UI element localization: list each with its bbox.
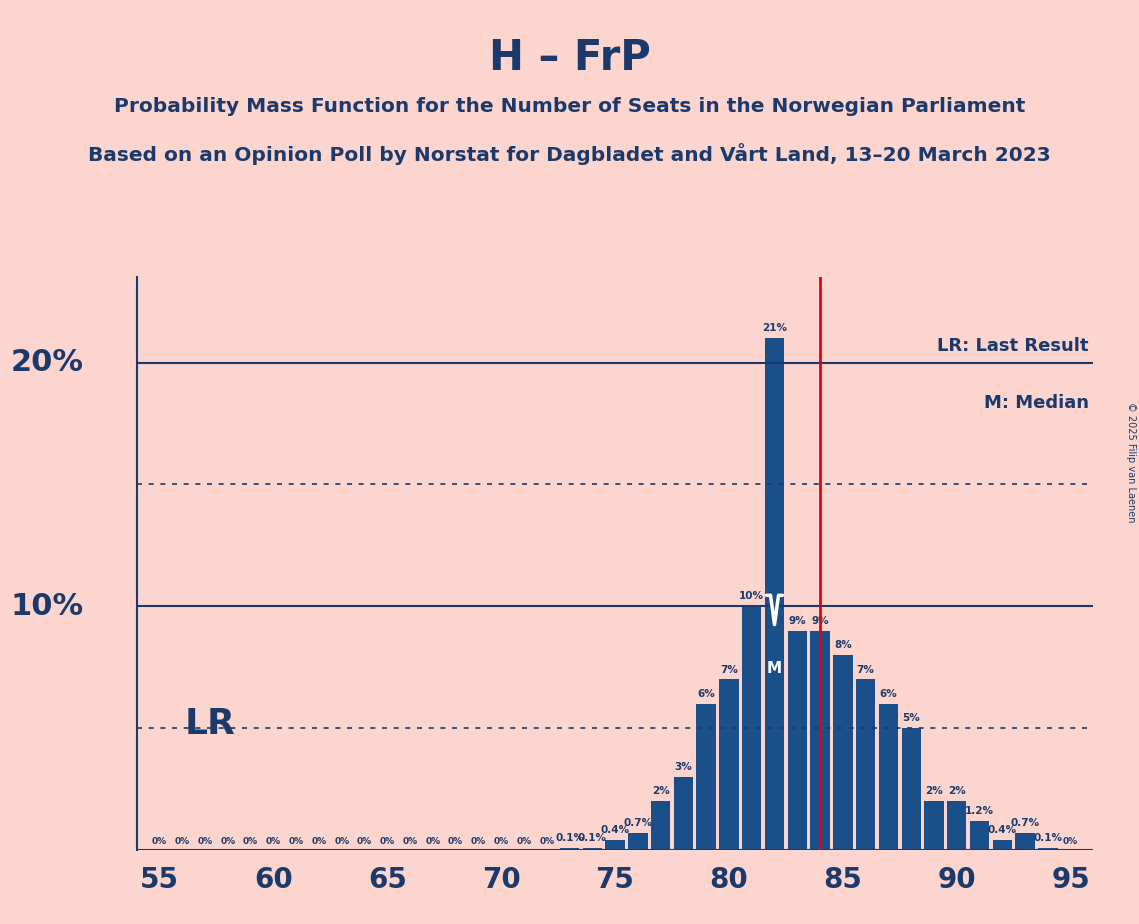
Text: © 2025 Filip van Laenen: © 2025 Filip van Laenen xyxy=(1126,402,1136,522)
Bar xyxy=(652,801,671,850)
Text: M: Median: M: Median xyxy=(984,395,1089,412)
Bar xyxy=(811,631,830,850)
Text: 0%: 0% xyxy=(265,837,281,846)
Bar xyxy=(673,777,694,850)
Text: 0%: 0% xyxy=(151,837,167,846)
Text: 20%: 20% xyxy=(11,348,84,377)
Text: 0%: 0% xyxy=(311,837,327,846)
Text: 0%: 0% xyxy=(334,837,350,846)
Text: 0%: 0% xyxy=(425,837,441,846)
Text: 10%: 10% xyxy=(11,591,84,621)
Text: 0.4%: 0.4% xyxy=(988,825,1017,835)
Text: 2%: 2% xyxy=(948,786,966,796)
Text: 3%: 3% xyxy=(674,762,693,772)
Text: 0%: 0% xyxy=(197,837,213,846)
Bar xyxy=(629,833,648,850)
Text: 0%: 0% xyxy=(357,837,372,846)
Text: 6%: 6% xyxy=(697,689,715,699)
Text: 0.4%: 0.4% xyxy=(600,825,630,835)
Bar xyxy=(1016,833,1035,850)
Bar xyxy=(720,679,739,850)
Text: 0%: 0% xyxy=(402,837,418,846)
Bar xyxy=(1039,847,1058,850)
Text: 0%: 0% xyxy=(539,837,555,846)
Text: 7%: 7% xyxy=(857,664,875,675)
Bar xyxy=(948,801,967,850)
Text: 0%: 0% xyxy=(379,837,395,846)
Text: 0%: 0% xyxy=(448,837,464,846)
Text: 9%: 9% xyxy=(788,615,806,626)
Text: 0%: 0% xyxy=(470,837,486,846)
Text: 1.2%: 1.2% xyxy=(965,806,994,816)
Text: 0%: 0% xyxy=(174,837,190,846)
Text: 0%: 0% xyxy=(516,837,532,846)
Bar xyxy=(992,840,1011,850)
Text: M: M xyxy=(767,662,782,676)
Bar xyxy=(788,631,808,850)
Text: 9%: 9% xyxy=(811,615,829,626)
Text: 21%: 21% xyxy=(762,323,787,334)
Bar xyxy=(606,840,625,850)
Text: 10%: 10% xyxy=(739,591,764,602)
Text: 0.1%: 0.1% xyxy=(555,833,584,843)
Bar xyxy=(857,679,876,850)
Text: 0%: 0% xyxy=(288,837,304,846)
Text: 7%: 7% xyxy=(720,664,738,675)
Text: 8%: 8% xyxy=(834,640,852,650)
Bar xyxy=(765,338,785,850)
Bar xyxy=(925,801,944,850)
Bar xyxy=(697,704,716,850)
Text: 0%: 0% xyxy=(220,837,236,846)
Text: Based on an Opinion Poll by Norstat for Dagbladet and Vårt Land, 13–20 March 202: Based on an Opinion Poll by Norstat for … xyxy=(88,143,1051,165)
Text: LR: Last Result: LR: Last Result xyxy=(937,337,1089,355)
Text: 0.1%: 0.1% xyxy=(1033,833,1063,843)
Text: H – FrP: H – FrP xyxy=(489,37,650,79)
Bar xyxy=(743,606,762,850)
Bar xyxy=(834,655,853,850)
Text: 0.1%: 0.1% xyxy=(577,833,607,843)
Text: 0.7%: 0.7% xyxy=(623,818,653,828)
Bar xyxy=(902,728,921,850)
Text: 6%: 6% xyxy=(879,689,898,699)
Text: 2%: 2% xyxy=(925,786,943,796)
Bar xyxy=(879,704,899,850)
Text: 0%: 0% xyxy=(493,837,509,846)
Text: 2%: 2% xyxy=(652,786,670,796)
Bar xyxy=(583,847,603,850)
Bar xyxy=(970,821,990,850)
Text: 0%: 0% xyxy=(243,837,259,846)
Text: 0.7%: 0.7% xyxy=(1010,818,1040,828)
Text: 5%: 5% xyxy=(902,713,920,723)
Text: 0%: 0% xyxy=(1063,837,1079,846)
Text: LR: LR xyxy=(185,707,236,741)
Text: Probability Mass Function for the Number of Seats in the Norwegian Parliament: Probability Mass Function for the Number… xyxy=(114,97,1025,116)
Bar xyxy=(560,847,580,850)
